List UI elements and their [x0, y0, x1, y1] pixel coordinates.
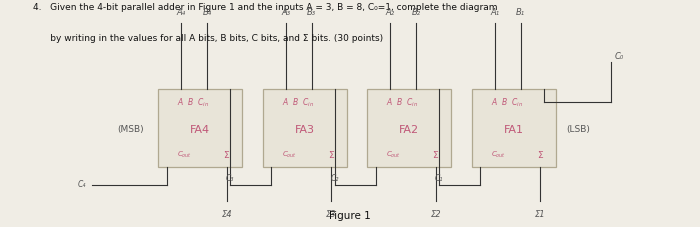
Text: Σ2: Σ2: [430, 210, 441, 219]
Text: C₄: C₄: [78, 180, 86, 189]
Text: $\Sigma$: $\Sigma$: [223, 150, 230, 160]
Text: Σ3: Σ3: [326, 210, 337, 219]
Text: $C_{out}$: $C_{out}$: [177, 150, 192, 160]
Text: A₂: A₂: [386, 8, 395, 17]
Text: $\Sigma$: $\Sigma$: [328, 150, 335, 160]
Text: $A$  $B$  $C_{in}$: $A$ $B$ $C_{in}$: [177, 96, 209, 109]
Text: (MSB): (MSB): [118, 125, 144, 134]
Text: Σ4: Σ4: [221, 210, 232, 219]
Text: B₂: B₂: [412, 8, 421, 17]
Text: $C_{out}$: $C_{out}$: [491, 150, 506, 160]
Bar: [262, 89, 346, 167]
Text: Σ1: Σ1: [535, 210, 546, 219]
Text: (LSB): (LSB): [566, 125, 590, 134]
Text: FA4: FA4: [190, 125, 210, 135]
Text: C₂: C₂: [330, 174, 339, 183]
Text: $C_{out}$: $C_{out}$: [386, 150, 402, 160]
Text: 4.   Given the 4-bit parallel adder in Figure 1 and the inputs A = 3, B = 8, C₀=: 4. Given the 4-bit parallel adder in Fig…: [33, 2, 497, 12]
Text: $C_{out}$: $C_{out}$: [282, 150, 297, 160]
Text: A₄: A₄: [176, 8, 186, 17]
Bar: [472, 89, 556, 167]
Text: C₀: C₀: [615, 52, 624, 61]
Text: C₁: C₁: [435, 174, 443, 183]
Text: $\Sigma$: $\Sigma$: [432, 150, 440, 160]
Text: A₁: A₁: [491, 8, 500, 17]
Text: $A$  $B$  $C_{in}$: $A$ $B$ $C_{in}$: [491, 96, 523, 109]
Text: $\Sigma$: $\Sigma$: [537, 150, 544, 160]
Bar: [158, 89, 242, 167]
Text: FA1: FA1: [504, 125, 524, 135]
Text: Figure 1: Figure 1: [329, 211, 371, 221]
Text: B₄: B₄: [202, 8, 211, 17]
Text: FA2: FA2: [399, 125, 419, 135]
Text: $A$  $B$  $C_{in}$: $A$ $B$ $C_{in}$: [386, 96, 419, 109]
Text: FA3: FA3: [295, 125, 315, 135]
Text: A₃: A₃: [281, 8, 290, 17]
Text: C₃: C₃: [226, 174, 234, 183]
Text: by writing in the values for all A bits, B bits, C bits, and Σ bits. (30 points): by writing in the values for all A bits,…: [33, 34, 383, 43]
Text: B₁: B₁: [517, 8, 526, 17]
Text: B₃: B₃: [307, 8, 316, 17]
Text: $A$  $B$  $C_{in}$: $A$ $B$ $C_{in}$: [281, 96, 314, 109]
Bar: [368, 89, 451, 167]
